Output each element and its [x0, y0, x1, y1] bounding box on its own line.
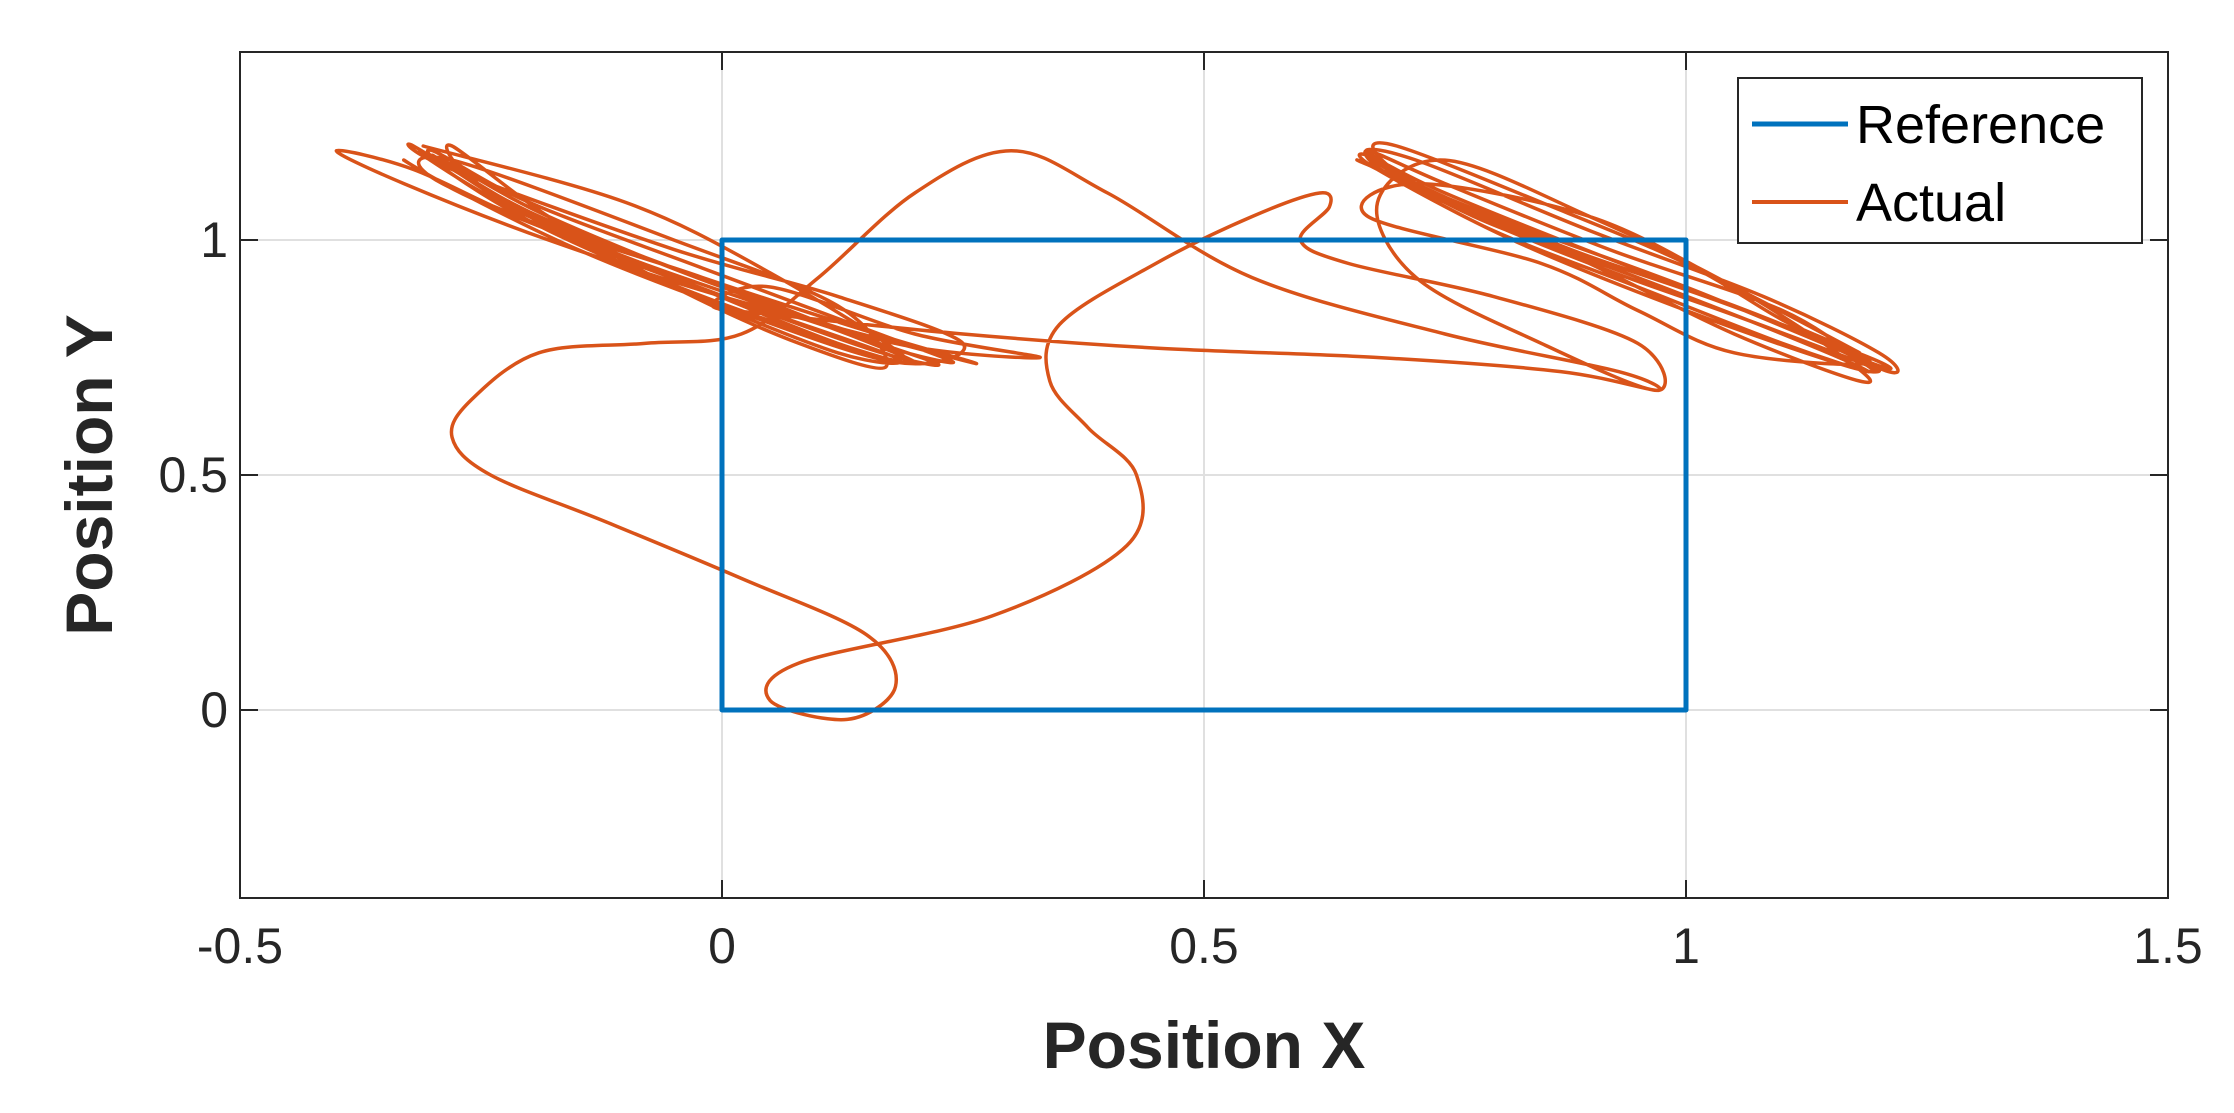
y-tick-label: 0	[200, 682, 228, 738]
legend-label-actual: Actual	[1856, 173, 2006, 233]
x-tick-label: -0.5	[197, 918, 283, 974]
x-tick-label: 1	[1672, 918, 1700, 974]
y-tick-label: 0.5	[158, 447, 228, 503]
ticks: -0.5 0 0.5 1 1.5 0 0.5 1	[158, 52, 2203, 974]
x-tick-label: 1.5	[2133, 918, 2203, 974]
series-actual-line	[334, 141, 1900, 722]
series-reference-line	[719, 237, 1689, 713]
y-axis-label: Position Y	[52, 314, 126, 636]
x-tick-label: 0.5	[1169, 918, 1239, 974]
legend-label-reference: Reference	[1856, 95, 2105, 155]
legend-box	[1737, 77, 2143, 244]
legend: Reference Actual	[1737, 77, 2143, 244]
x-axis-label: Position X	[1043, 1008, 1366, 1082]
series-layer	[334, 141, 1900, 722]
x-tick-label: 0	[708, 918, 736, 974]
y-tick-label: 1	[200, 212, 228, 268]
